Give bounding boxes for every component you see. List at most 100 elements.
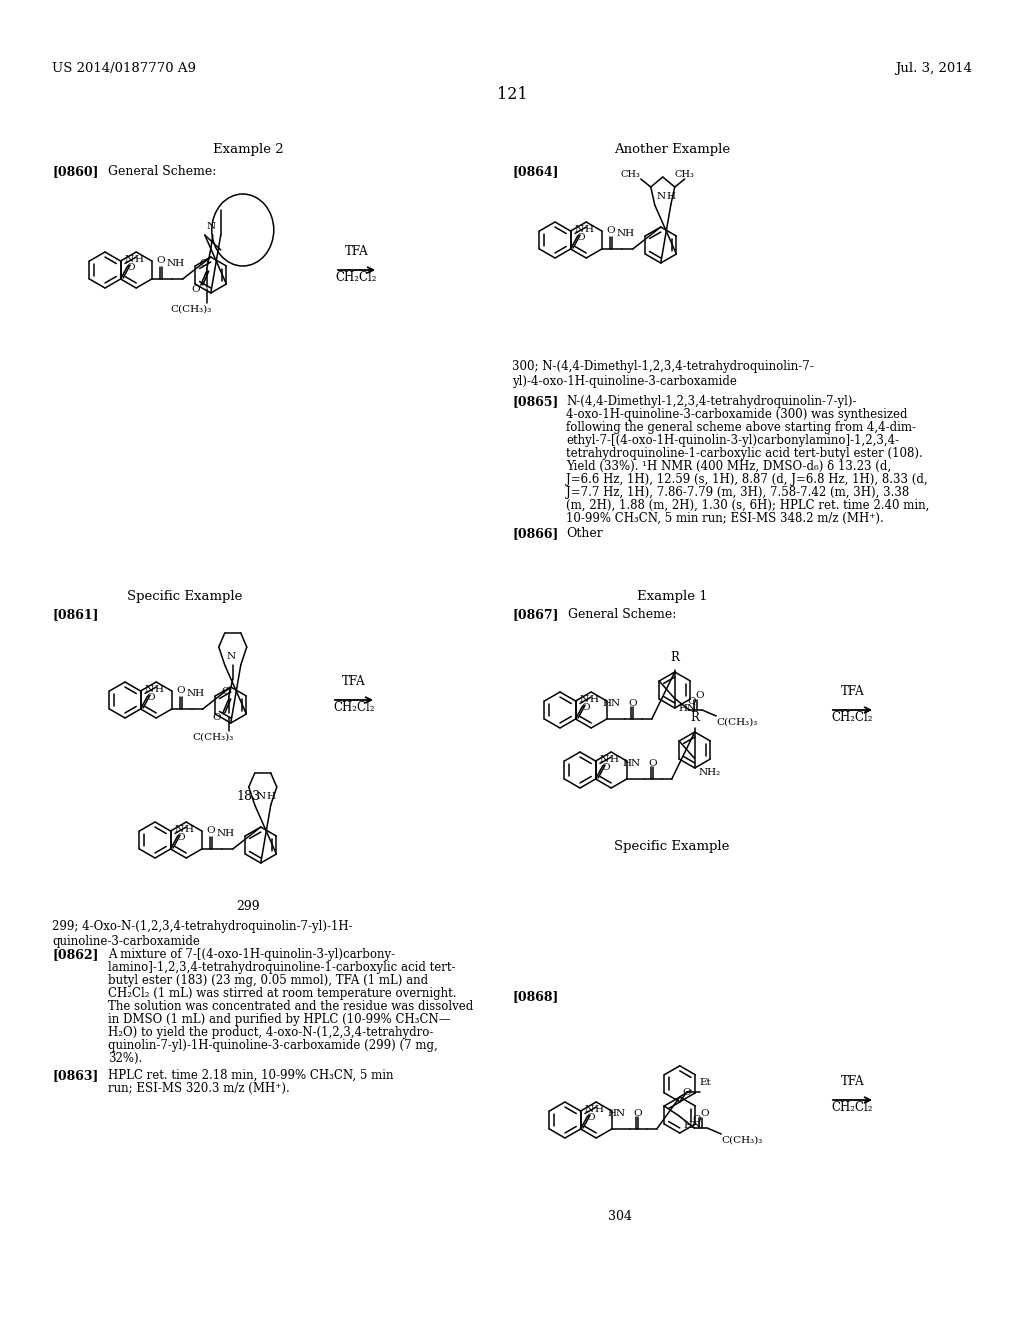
- Text: N: N: [226, 652, 236, 661]
- Text: HPLC ret. time 2.18 min, 10-99% CH₃CN, 5 min: HPLC ret. time 2.18 min, 10-99% CH₃CN, 5…: [108, 1069, 393, 1082]
- Text: NH: NH: [217, 829, 234, 838]
- Text: H: H: [667, 191, 675, 201]
- Text: O: O: [700, 1109, 710, 1118]
- Text: H: H: [595, 1105, 604, 1114]
- Text: Et: Et: [699, 1078, 712, 1086]
- Text: J=6.6 Hz, 1H), 12.59 (s, 1H), 8.87 (d, J=6.8 Hz, 1H), 8.33 (d,: J=6.6 Hz, 1H), 12.59 (s, 1H), 8.87 (d, J…: [566, 473, 928, 486]
- Text: O: O: [207, 826, 215, 836]
- Text: NH: NH: [167, 259, 184, 268]
- Text: O: O: [126, 263, 135, 272]
- Text: O: O: [693, 1115, 701, 1125]
- Text: following the general scheme above starting from 4,4-dim-: following the general scheme above start…: [566, 421, 916, 434]
- Text: 299; 4-Oxo-N-(1,2,3,4-tetrahydroquinolin-7-yl)-1H-
quinoline-3-carboxamide: 299; 4-Oxo-N-(1,2,3,4-tetrahydroquinolin…: [52, 920, 352, 948]
- Text: N: N: [574, 224, 584, 234]
- Text: 304: 304: [608, 1210, 632, 1224]
- Text: [0867]: [0867]: [512, 609, 558, 620]
- Text: [0863]: [0863]: [52, 1069, 98, 1082]
- Text: CH₂Cl₂: CH₂Cl₂: [831, 711, 873, 723]
- Text: O: O: [200, 259, 208, 268]
- Text: [0865]: [0865]: [512, 395, 558, 408]
- Text: Another Example: Another Example: [614, 143, 730, 156]
- Text: Specific Example: Specific Example: [614, 840, 730, 853]
- Text: O: O: [634, 1109, 642, 1118]
- Text: R: R: [671, 651, 679, 664]
- Text: H: H: [184, 825, 194, 834]
- Text: 299: 299: [237, 900, 260, 913]
- Text: R: R: [690, 711, 699, 723]
- Text: J=7.7 Hz, 1H), 7.86-7.79 (m, 3H), 7.58-7.42 (m, 3H), 3.38: J=7.7 Hz, 1H), 7.86-7.79 (m, 3H), 7.58-7…: [566, 486, 909, 499]
- Text: lamino]-1,2,3,4-tetrahydroquinoline-1-carboxylic acid tert-: lamino]-1,2,3,4-tetrahydroquinoline-1-ca…: [108, 961, 456, 974]
- Text: O: O: [587, 1113, 595, 1122]
- Text: C(CH₃)₃: C(CH₃)₃: [716, 718, 758, 727]
- Text: HN: HN: [678, 704, 696, 713]
- Text: C(CH₃)₃: C(CH₃)₃: [170, 305, 211, 314]
- Text: CH₂Cl₂: CH₂Cl₂: [336, 271, 377, 284]
- Text: run; ESI-MS 320.3 m/z (MH⁺).: run; ESI-MS 320.3 m/z (MH⁺).: [108, 1082, 290, 1096]
- Text: H: H: [609, 755, 618, 764]
- Text: 121: 121: [497, 86, 527, 103]
- Text: The solution was concentrated and the residue was dissolved: The solution was concentrated and the re…: [108, 1001, 473, 1012]
- Text: CH₃: CH₃: [621, 170, 641, 180]
- Text: O: O: [601, 763, 610, 772]
- Text: O: O: [176, 833, 185, 842]
- Text: TFA: TFA: [841, 685, 864, 698]
- Text: N: N: [206, 222, 215, 231]
- Text: N: N: [144, 685, 154, 694]
- Text: O: O: [157, 256, 165, 265]
- Text: in DMSO (1 mL) and purified by HPLC (10-99% CH₃CN—: in DMSO (1 mL) and purified by HPLC (10-…: [108, 1012, 451, 1026]
- Text: NH₂: NH₂: [698, 768, 721, 777]
- Text: N: N: [585, 1105, 594, 1114]
- Text: Other: Other: [566, 527, 603, 540]
- Text: TFA: TFA: [345, 246, 369, 257]
- Text: butyl ester (183) (23 mg, 0.05 mmol), TFA (1 mL) and: butyl ester (183) (23 mg, 0.05 mmol), TF…: [108, 974, 428, 987]
- Text: TFA: TFA: [342, 675, 366, 688]
- Text: O: O: [606, 226, 615, 235]
- Text: NH: NH: [616, 228, 635, 238]
- Text: A mixture of 7-[(4-oxo-1H-quinolin-3-yl)carbony-: A mixture of 7-[(4-oxo-1H-quinolin-3-yl)…: [108, 948, 395, 961]
- Text: O: O: [688, 697, 696, 706]
- Text: 183: 183: [236, 789, 260, 803]
- Text: HN: HN: [623, 759, 641, 768]
- Text: HN: HN: [603, 700, 621, 708]
- Text: O: O: [191, 285, 200, 294]
- Text: CH₂Cl₂ (1 mL) was stirred at room temperature overnight.: CH₂Cl₂ (1 mL) was stirred at room temper…: [108, 987, 457, 1001]
- Text: Jul. 3, 2014: Jul. 3, 2014: [895, 62, 972, 75]
- Text: O: O: [146, 693, 155, 702]
- Text: [0860]: [0860]: [52, 165, 98, 178]
- Text: O: O: [629, 700, 637, 708]
- Text: H₂O) to yield the product, 4-oxo-N-(1,2,3,4-tetrahydro-: H₂O) to yield the product, 4-oxo-N-(1,2,…: [108, 1026, 433, 1039]
- Text: 32%).: 32%).: [108, 1052, 142, 1065]
- Text: N: N: [580, 696, 589, 704]
- Text: 4-oxo-1H-quinoline-3-carboxamide (300) was synthesized: 4-oxo-1H-quinoline-3-carboxamide (300) w…: [566, 408, 907, 421]
- Text: General Scheme:: General Scheme:: [568, 609, 677, 620]
- Text: ethyl-7-[(4-oxo-1H-quinolin-3-yl)carbonylamino]-1,2,3,4-: ethyl-7-[(4-oxo-1H-quinolin-3-yl)carbony…: [566, 434, 899, 447]
- Text: H: H: [585, 224, 594, 234]
- Text: quinolin-7-yl)-1H-quinoline-3-carboxamide (299) (7 mg,: quinolin-7-yl)-1H-quinoline-3-carboxamid…: [108, 1039, 437, 1052]
- Text: TFA: TFA: [841, 1074, 864, 1088]
- Text: CH₂Cl₂: CH₂Cl₂: [831, 1101, 873, 1114]
- Text: O: O: [648, 759, 657, 768]
- Text: O: O: [176, 686, 185, 696]
- Text: [0862]: [0862]: [52, 948, 98, 961]
- Text: O: O: [212, 713, 221, 722]
- Text: O: O: [582, 704, 590, 711]
- Text: HN: HN: [683, 1121, 701, 1130]
- Text: [0868]: [0868]: [512, 990, 558, 1003]
- Text: [0861]: [0861]: [52, 609, 98, 620]
- Text: Specific Example: Specific Example: [127, 590, 243, 603]
- Text: O: O: [221, 686, 230, 696]
- Text: O: O: [683, 1088, 691, 1097]
- Text: N: N: [256, 792, 265, 801]
- Text: HN: HN: [607, 1109, 626, 1118]
- Text: O: O: [696, 690, 705, 700]
- Text: H: H: [155, 685, 164, 694]
- Text: General Scheme:: General Scheme:: [108, 165, 216, 178]
- Text: tetrahydroquinoline-1-carboxylic acid tert-butyl ester (108).: tetrahydroquinoline-1-carboxylic acid te…: [566, 447, 923, 459]
- Text: H: H: [590, 696, 599, 704]
- Text: Example 2: Example 2: [213, 143, 284, 156]
- Text: C(CH₃)₃: C(CH₃)₃: [721, 1137, 763, 1144]
- Text: 10-99% CH₃CN, 5 min run; ESI-MS 348.2 m/z (MH⁺).: 10-99% CH₃CN, 5 min run; ESI-MS 348.2 m/…: [566, 512, 884, 525]
- Text: N: N: [656, 191, 666, 201]
- Text: N: N: [600, 755, 608, 764]
- Text: Example 1: Example 1: [637, 590, 708, 603]
